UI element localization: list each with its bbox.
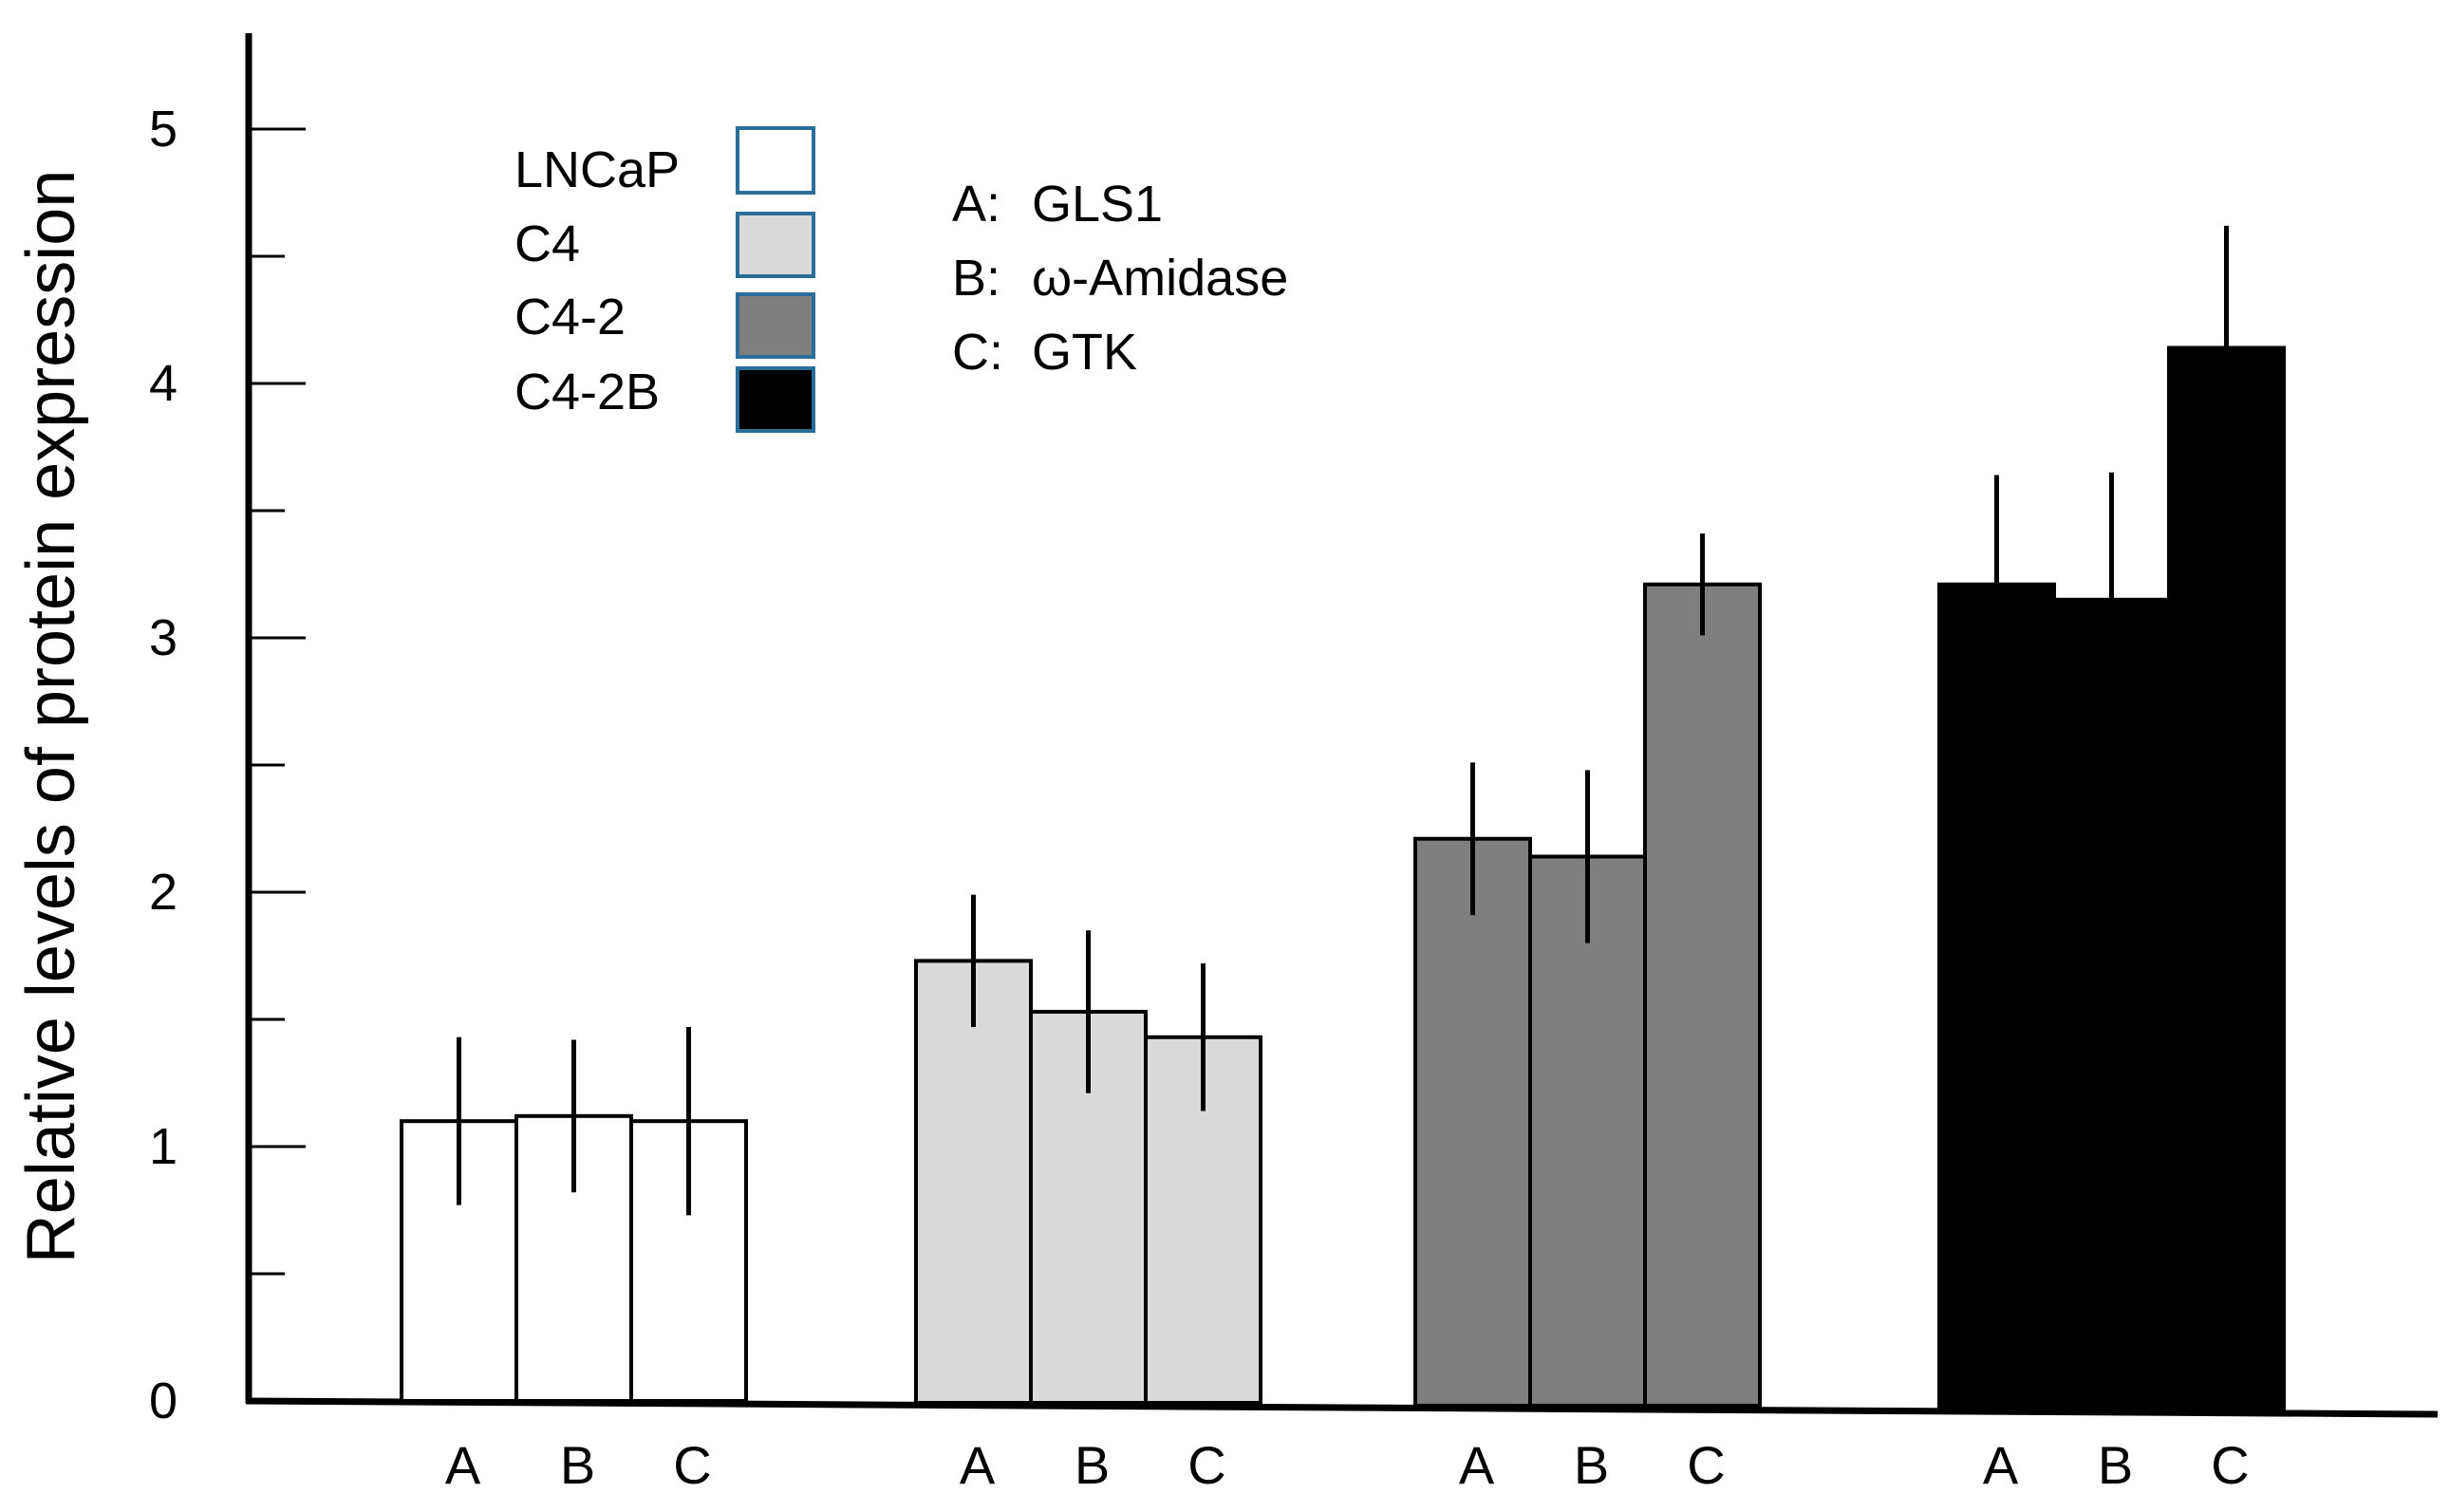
legend-label-c4: C4	[514, 215, 580, 272]
x-axis	[245, 1397, 2439, 1418]
legend-label-c4-2b: C4-2B	[514, 364, 660, 420]
y-ticks: 0 1 2 3 4 5	[149, 101, 306, 1429]
x-tick-label: A	[1459, 1435, 1495, 1495]
x-tick-label: C	[673, 1435, 711, 1495]
legend-swatch-c4-2b	[736, 366, 815, 433]
y-tick-label: 5	[149, 101, 178, 158]
y-tick-label: 2	[149, 864, 178, 921]
x-tick-label: C	[1687, 1435, 1725, 1495]
key-letter-b: B:	[952, 250, 1000, 307]
key-name-gtk: GTK	[1032, 324, 1137, 381]
x-tick-label: A	[445, 1435, 481, 1495]
y-axis-label: Relative levels of protein expression	[13, 170, 89, 1264]
y-tick-label: 1	[149, 1118, 178, 1175]
bar-c4-2-b	[1528, 854, 1647, 1408]
error-bars	[457, 225, 2229, 1216]
y-tick-label: 0	[149, 1372, 178, 1429]
legend-swatch-lncap	[736, 126, 815, 195]
legend-swatch-c4-2	[736, 292, 815, 359]
bar-c4-2b-b	[2052, 597, 2171, 1411]
legend-swatch-c4	[736, 212, 815, 278]
legend: LNCaP C4 C4-2 C4-2B	[514, 126, 815, 433]
key-name-gls1: GLS1	[1032, 176, 1163, 233]
bar-c4-a	[914, 959, 1033, 1405]
key-letter-a: A:	[952, 176, 1000, 233]
x-tick-label: B	[1075, 1435, 1110, 1495]
bar-c4-2b-c	[2167, 345, 2286, 1412]
key-letter-c: C:	[952, 324, 1003, 381]
x-tick-label: C	[2211, 1435, 2249, 1495]
protein-key: A: GLS1 B: ω-Amidase C: GTK	[952, 176, 1288, 381]
key-name-omega-amidase: ω-Amidase	[1032, 250, 1288, 307]
x-tick-label: A	[1983, 1435, 2019, 1495]
legend-label-lncap: LNCaP	[514, 141, 680, 198]
bar-c4-2-c	[1643, 582, 1762, 1408]
y-tick-label: 4	[149, 355, 178, 412]
legend-label-c4-2: C4-2	[514, 289, 626, 345]
bar-c4-2b-a	[1937, 582, 2056, 1411]
y-tick-label: 3	[149, 609, 178, 666]
x-tick-label: A	[960, 1435, 996, 1495]
x-tick-label: C	[1187, 1435, 1225, 1495]
x-tick-label: B	[1574, 1435, 1609, 1495]
bar-c4-2-a	[1413, 836, 1532, 1408]
x-tick-label: B	[2098, 1435, 2133, 1495]
bars	[400, 345, 2286, 1412]
x-tick-label: B	[560, 1435, 595, 1495]
